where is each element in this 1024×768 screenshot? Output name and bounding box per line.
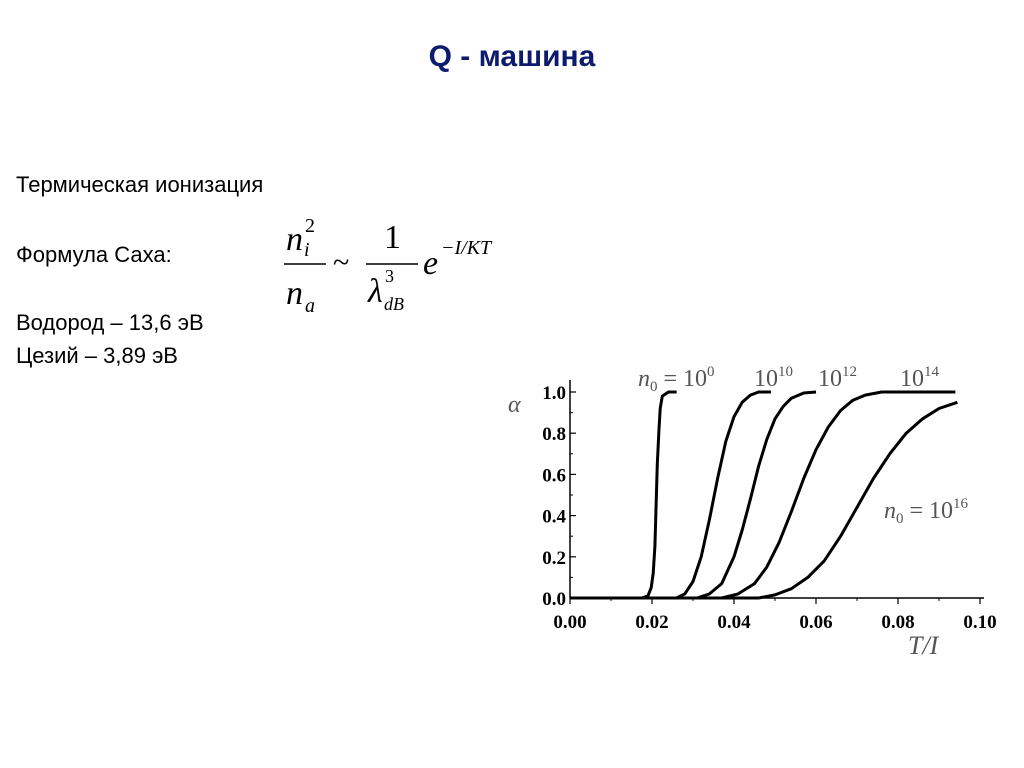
hydrogen-text: Водород – 13,6 эВ — [16, 310, 204, 335]
x-tick-label: 0.08 — [881, 612, 914, 633]
x-tick-label: 0.00 — [553, 612, 586, 633]
y-tick-label: 0.8 — [542, 424, 566, 445]
formula-numerator-sub: i — [304, 239, 310, 261]
series-label-1: 1010 — [754, 364, 793, 392]
series-label-0: n0 = 100 — [638, 364, 715, 395]
y-tick-label: 0.2 — [542, 548, 566, 569]
formula-tilde: ~ — [333, 246, 349, 279]
slide-title: Q - машина — [428, 40, 596, 73]
saha-formula-label: Формула Саха: — [16, 242, 172, 267]
y-tick-label: 0.0 — [542, 589, 566, 610]
x-tick-label: 0.06 — [799, 612, 832, 633]
formula-lambda-sub: dB — [384, 294, 404, 314]
series-line-3 — [570, 390, 956, 600]
y-tick-label: 0.4 — [542, 507, 566, 528]
series-line-4 — [570, 400, 958, 600]
x-axis-label: T/I — [908, 631, 940, 660]
formula-lambda: λ — [367, 273, 383, 310]
formula-lambda-sup: 3 — [385, 266, 394, 286]
formula-exp-base: e — [423, 245, 438, 282]
formula-numerator-n: n — [286, 221, 303, 258]
formula-denominator-sub: a — [305, 295, 315, 317]
series-label-2: 1012 — [818, 364, 857, 392]
cesium-text: Цезий – 3,89 эВ — [16, 343, 178, 368]
formula-denominator-n: n — [286, 275, 303, 312]
saha-formula: n i 2 n a ~ 1 λ 3 dB e −I/KT — [284, 215, 493, 317]
series-label-4: n0 = 1016 — [884, 496, 969, 527]
x-tick-label: 0.10 — [963, 612, 996, 633]
x-tick-label: 0.02 — [635, 612, 668, 633]
ionization-chart: 0.0 0.2 0.4 0.6 0.8 1.0 0.00 0.02 0.04 0.06 0.08 0.… — [508, 364, 997, 660]
y-axis-label: α — [508, 392, 521, 418]
series-label-3: 1014 — [900, 364, 940, 392]
formula-one: 1 — [384, 219, 401, 256]
thermal-ionization-text: Термическая ионизация — [16, 172, 264, 197]
y-tick-label: 0.6 — [542, 465, 566, 486]
formula-exp-power: −I/KT — [441, 237, 493, 259]
formula-numerator-sup: 2 — [305, 215, 315, 237]
series-line-0 — [570, 390, 677, 600]
y-tick-label: 1.0 — [542, 383, 566, 404]
x-tick-label: 0.04 — [717, 612, 751, 633]
series-line-2 — [570, 390, 817, 600]
series-line-1 — [570, 390, 771, 600]
